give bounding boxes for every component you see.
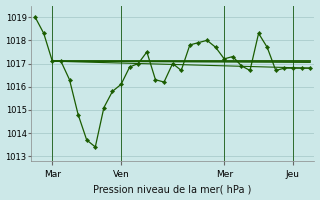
X-axis label: Pression niveau de la mer( hPa ): Pression niveau de la mer( hPa ): [93, 184, 252, 194]
